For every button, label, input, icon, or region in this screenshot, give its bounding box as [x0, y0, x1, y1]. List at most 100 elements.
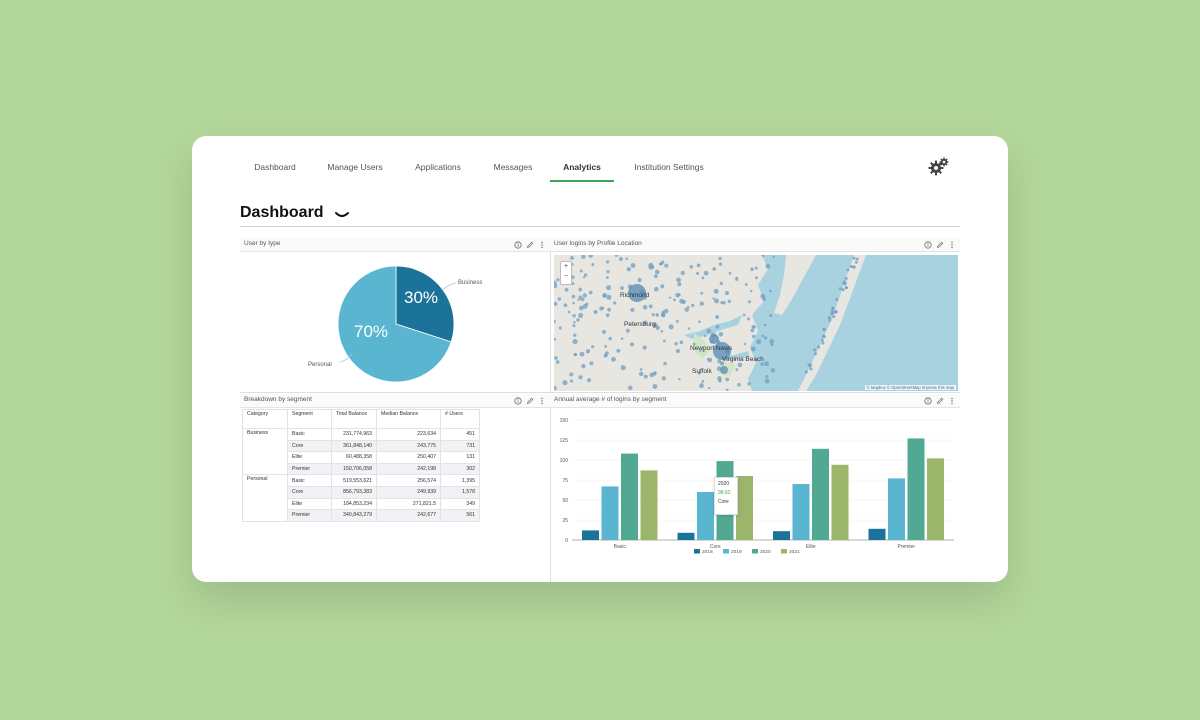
map-point: [554, 283, 558, 289]
pie-legend-personal: Personal: [308, 362, 332, 368]
legend-swatch[interactable]: [752, 549, 758, 554]
map-point: [648, 304, 653, 309]
tab-applications[interactable]: Applications: [415, 162, 461, 172]
map-point: [697, 371, 701, 375]
tab-analytics[interactable]: Analytics: [563, 162, 601, 172]
panel-annual-logins: Annual average # of logins by segment: [550, 394, 960, 408]
map-point: [838, 287, 842, 291]
bar-premier-2019[interactable]: [888, 478, 905, 540]
legend-label[interactable]: 2019: [731, 549, 742, 555]
more-options-icon[interactable]: [538, 397, 546, 405]
map-point: [637, 277, 642, 283]
more-options-icon[interactable]: [948, 397, 956, 405]
edit-icon[interactable]: [526, 397, 534, 405]
table-cell: 731: [440, 439, 480, 453]
map-attribution[interactable]: © Mapbox © OpenStreetMap Improve this ma…: [864, 385, 956, 390]
active-tab-indicator: [550, 180, 614, 182]
map-point: [813, 352, 817, 356]
map-point: [727, 299, 732, 304]
column-header[interactable]: Segment: [287, 409, 332, 429]
bar-premier-2021[interactable]: [927, 458, 944, 540]
bar-premier-2020[interactable]: [907, 438, 925, 540]
map-point: [649, 372, 654, 378]
map-point: [769, 339, 775, 344]
pie-slice-business[interactable]: [395, 265, 455, 343]
tab-manage-users[interactable]: Manage Users: [327, 162, 383, 172]
tab-dashboard[interactable]: Dashboard: [254, 162, 296, 172]
column-header[interactable]: Total Balance: [331, 409, 377, 429]
map-point: [735, 277, 739, 281]
map-cluster[interactable]: [713, 342, 731, 360]
panel-title: Annual average # of logins by segment: [554, 396, 667, 403]
map-cluster[interactable]: [628, 284, 646, 302]
table-cell: Basic: [287, 428, 332, 441]
map-point: [679, 340, 684, 345]
column-header[interactable]: Category: [242, 409, 288, 429]
map-point: [563, 303, 568, 308]
map-point: [664, 263, 669, 268]
chevron-down-icon[interactable]: [334, 210, 350, 220]
map-point: [678, 378, 681, 381]
zoom-in-button[interactable]: +: [563, 263, 569, 270]
legend-label[interactable]: 2020: [760, 549, 771, 555]
map-point: [707, 357, 713, 363]
info-icon[interactable]: [514, 396, 522, 405]
map-point: [761, 334, 765, 338]
map-zoom-control[interactable]: + −: [560, 261, 572, 285]
bar-basic-2021[interactable]: [640, 470, 658, 540]
bar-core-2018[interactable]: [677, 532, 695, 540]
panel-header: Annual average # of logins by segment: [550, 394, 960, 408]
info-icon[interactable]: [924, 396, 932, 405]
bar-elite-2021[interactable]: [831, 464, 849, 540]
map-canvas[interactable]: [554, 255, 958, 391]
legend-swatch[interactable]: [694, 549, 700, 554]
table-cell: 131: [440, 451, 480, 464]
gears-icon[interactable]: [928, 156, 950, 178]
bar-core-2021[interactable]: [736, 476, 753, 540]
edit-icon[interactable]: [526, 241, 534, 249]
bar-basic-2020[interactable]: [621, 453, 638, 540]
legend-swatch[interactable]: [723, 549, 729, 554]
tab-institution-settings[interactable]: Institution Settings: [634, 162, 704, 172]
map-point: [626, 267, 631, 272]
info-icon[interactable]: [924, 240, 932, 249]
map-point: [601, 329, 606, 334]
table-cell: Premier: [287, 462, 332, 476]
map-point: [714, 298, 719, 304]
map-point: [852, 265, 856, 269]
x-tick-label: Core: [710, 544, 721, 550]
more-options-icon[interactable]: [948, 241, 956, 249]
map-point: [554, 337, 557, 341]
map-point: [844, 286, 848, 290]
tooltip-value: 98.62: [718, 490, 731, 496]
map-cluster[interactable]: [720, 366, 728, 374]
map-point: [841, 288, 845, 292]
bar-core-2019[interactable]: [697, 492, 714, 540]
info-icon[interactable]: [514, 240, 522, 249]
bar-basic-2018[interactable]: [582, 530, 599, 540]
map-point: [654, 286, 659, 292]
column-header[interactable]: Median Balance: [376, 409, 441, 429]
map-point: [680, 270, 685, 276]
tab-messages[interactable]: Messages: [493, 162, 533, 172]
map-point: [809, 367, 813, 371]
legend-label[interactable]: 2021: [789, 549, 800, 555]
bar-elite-2018[interactable]: [773, 531, 790, 540]
bar-premier-2018[interactable]: [868, 528, 886, 540]
bar-elite-2019[interactable]: [792, 484, 810, 540]
map-point: [605, 313, 610, 318]
bar-basic-2019[interactable]: [601, 486, 619, 540]
logins-map[interactable]: + − Richmond Petersburg Newport News Vir…: [554, 255, 958, 391]
legend-label[interactable]: 2018: [702, 549, 713, 555]
map-point: [763, 323, 767, 327]
edit-icon[interactable]: [936, 241, 944, 249]
zoom-out-button[interactable]: −: [563, 273, 569, 280]
table-cell: Premier: [287, 509, 332, 522]
edit-icon[interactable]: [936, 397, 944, 405]
more-options-icon[interactable]: [538, 241, 546, 249]
map-cluster[interactable]: [709, 334, 719, 344]
pie-slice-personal[interactable]: [337, 265, 452, 383]
legend-swatch[interactable]: [781, 549, 787, 554]
column-header[interactable]: # Users: [440, 409, 480, 429]
bar-elite-2020[interactable]: [812, 448, 829, 540]
